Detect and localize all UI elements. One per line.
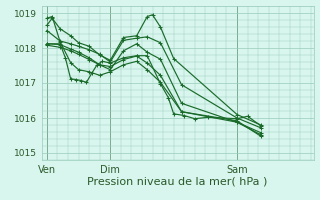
- X-axis label: Pression niveau de la mer( hPa ): Pression niveau de la mer( hPa ): [87, 176, 268, 186]
